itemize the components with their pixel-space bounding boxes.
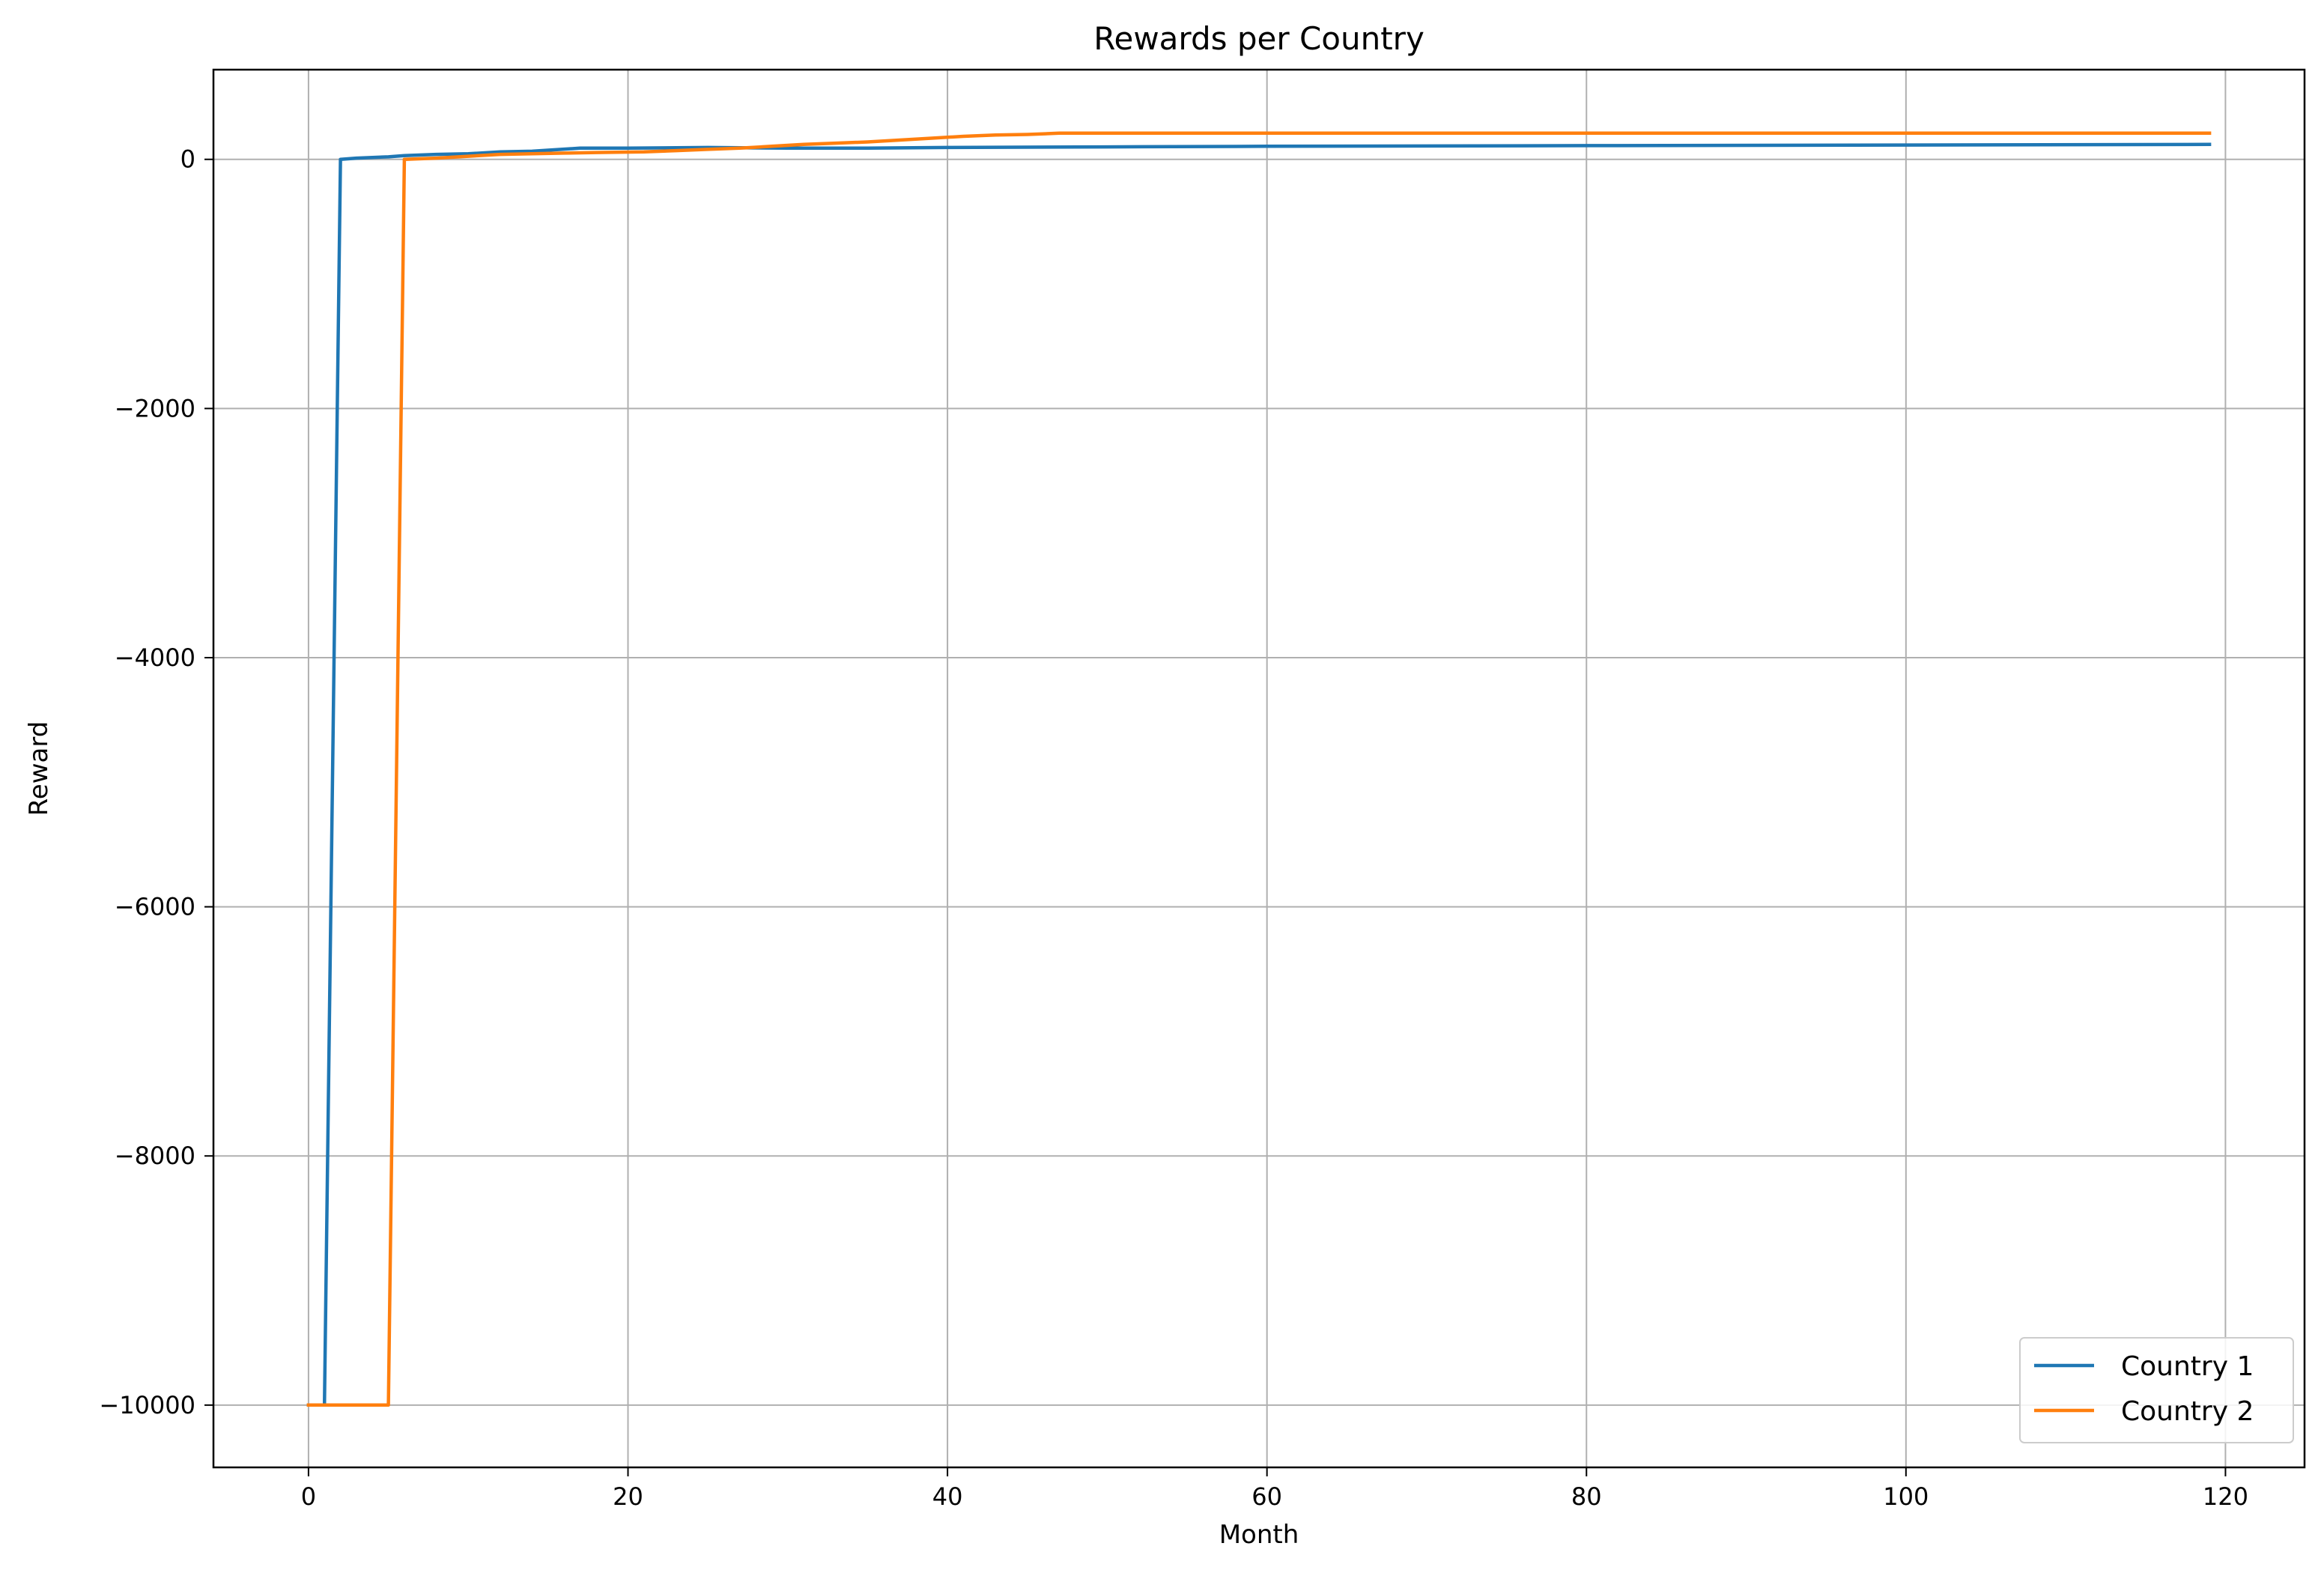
x-tick-label: 40 [932,1482,963,1511]
x-tick-label: 80 [1571,1482,1602,1511]
grid [213,70,2305,1467]
y-tick-label: −4000 [115,643,195,672]
x-tick-label: 20 [613,1482,643,1511]
x-axis-label: Month [1219,1520,1299,1550]
x-tick-label: 60 [1251,1482,1282,1511]
x-axis: 0 20 40 60 80 100 120 [301,1467,2248,1511]
y-tick-label: −2000 [115,394,195,422]
y-axis: 0 −2000 −4000 −6000 −8000 −10000 [99,145,213,1419]
x-tick-label: 0 [301,1482,316,1511]
legend-label-country-2: Country 2 [2121,1396,2254,1427]
series-line-country-1 [306,142,2212,1407]
y-axis-label: Reward [24,721,54,816]
series-line-country-2 [306,131,2212,1407]
legend: Country 1 Country 2 [2019,1337,2294,1443]
y-tick-label: −10000 [99,1391,195,1419]
y-tick-label: 0 [180,145,195,174]
y-tick-label: −6000 [115,893,195,921]
legend-label-country-1: Country 1 [2121,1351,2254,1382]
x-tick-label: 120 [2203,1482,2248,1511]
y-tick-label: −8000 [115,1142,195,1170]
series-lines [306,131,2212,1407]
x-tick-label: 100 [1883,1482,1929,1511]
plot-frame [212,68,2306,1469]
chart-title: Rewards per Country [1093,20,1425,57]
